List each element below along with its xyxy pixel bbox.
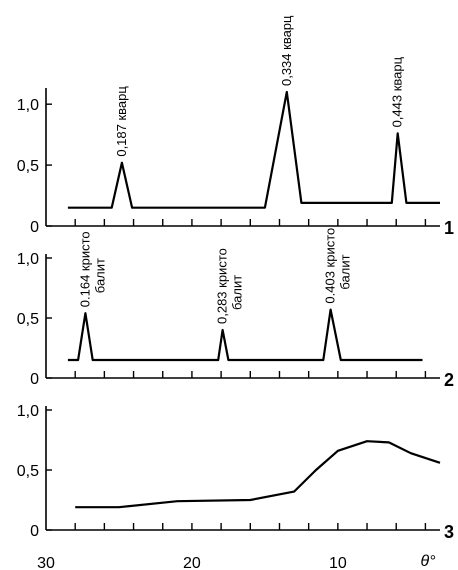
x-tick-label: 20 bbox=[183, 555, 201, 570]
peak-label: 0,283 кристо bbox=[215, 248, 230, 324]
x-axis-label: θ° bbox=[420, 553, 436, 570]
y-tick-label: 1,0 bbox=[17, 97, 39, 114]
peak-label: 0.403 кристо bbox=[323, 228, 338, 304]
y-tick-label: 1,0 bbox=[17, 251, 39, 268]
peak-label: 0.164 кристо bbox=[77, 231, 92, 307]
panel-1: 0 0,5 1,0 0,187 кварц 0,334 кварц 0,443 кварц… bbox=[17, 15, 454, 238]
y-tick-label: 0,5 bbox=[17, 158, 39, 175]
series-line bbox=[67, 308, 423, 362]
peak-label: 0,443 кварц bbox=[390, 56, 405, 127]
peak-label: 0,187 кварц bbox=[114, 86, 129, 157]
x-tick-label: 30 bbox=[37, 555, 55, 570]
peak-label-line2: балит bbox=[92, 258, 107, 293]
panel-number: 3 bbox=[444, 522, 454, 542]
y-tick-label: 0 bbox=[30, 523, 39, 540]
y-tick-label: 0 bbox=[30, 219, 39, 236]
y-tick-label: 1,0 bbox=[17, 403, 39, 420]
x-tick-label: 10 bbox=[329, 555, 347, 570]
panel-3: 0 0,5 1,0 3 30 20 10 θ° bbox=[17, 403, 454, 570]
peak-label: 0,334 кварц bbox=[279, 15, 294, 86]
y-tick-label: 0,5 bbox=[17, 311, 39, 328]
panel-number: 2 bbox=[444, 370, 454, 390]
series-line bbox=[67, 90, 440, 209]
panel-number: 1 bbox=[444, 218, 454, 238]
peak-label-line2: балит bbox=[230, 275, 245, 310]
y-tick-label: 0 bbox=[30, 371, 39, 388]
panel-2: 00,51,0 0.164 кристо балит 0,283 кристо бали… bbox=[17, 228, 454, 390]
series-line bbox=[75, 440, 441, 509]
peak-label-line2: балит bbox=[338, 254, 353, 289]
y-tick-label: 0,5 bbox=[17, 463, 39, 480]
